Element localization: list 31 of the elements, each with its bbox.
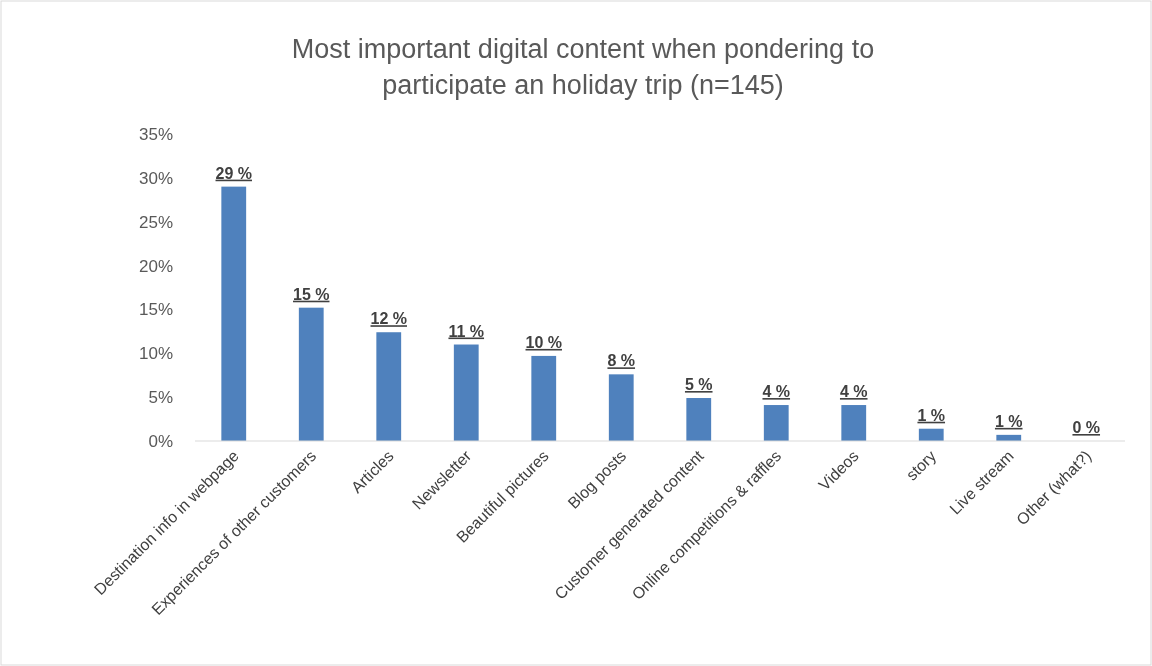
bar (376, 332, 402, 441)
y-tick-label: 35% (138, 124, 173, 144)
data-label: 10 % (525, 333, 562, 351)
bar (686, 398, 712, 441)
data-label: 8 % (607, 352, 636, 370)
y-tick-label: 20% (138, 256, 173, 276)
bar (221, 186, 247, 441)
data-label: 15 % (293, 285, 330, 303)
data-label: 5 % (684, 376, 713, 394)
y-tick-label: 10% (138, 344, 173, 364)
data-label: 1 % (994, 412, 1023, 430)
chart-title: Most important digital content when pondering to participate an holiday trip (n=145) (291, 34, 875, 100)
bar (453, 344, 479, 441)
y-tick-label: 0% (148, 431, 173, 451)
data-label: 12 % (370, 310, 407, 328)
bar (608, 374, 634, 441)
y-tick-label: 15% (138, 300, 173, 320)
bar (841, 405, 867, 441)
bar (531, 355, 557, 441)
data-label: 1 % (917, 406, 946, 424)
data-label: 4 % (762, 383, 791, 401)
bar (918, 428, 944, 441)
y-tick-label: 25% (138, 212, 173, 232)
data-label: 0 % (1072, 419, 1101, 436)
bar (298, 307, 324, 441)
y-tick-label: 30% (138, 168, 173, 188)
data-label: 29 % (215, 164, 252, 182)
data-label: 4 % (839, 383, 868, 401)
y-tick-label: 5% (148, 388, 173, 408)
data-label: 11 % (448, 322, 485, 340)
bar (763, 405, 789, 441)
